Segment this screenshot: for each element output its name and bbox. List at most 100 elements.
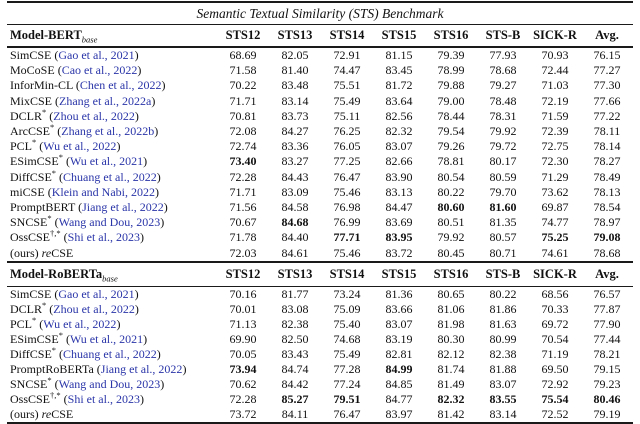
score-cell: 80.60: [437, 199, 465, 214]
score-cell: 83.07: [385, 316, 413, 331]
score-cell: 81.74: [437, 361, 465, 376]
score-cell: 83.07: [489, 376, 517, 391]
score-cell: 77.22: [593, 108, 621, 123]
score-cell: 83.43: [281, 346, 309, 361]
score-cell: 79.08: [593, 230, 621, 245]
score-cell: 70.54: [541, 331, 569, 346]
citation-link[interactable]: Wu et al., 2022: [43, 139, 117, 154]
score-cell: 80.99: [489, 331, 517, 346]
score-cell: 76.99: [333, 215, 361, 230]
score-cell: 69.50: [541, 361, 569, 376]
citation-link[interactable]: Chen et al., 2022: [79, 78, 162, 93]
model-name-cell: ESimCSE* (Wu et al., 2021): [10, 331, 148, 346]
score-cell: 77.90: [593, 316, 621, 331]
model-superscript-marker: †,*: [50, 391, 61, 400]
score-cell: 79.92: [437, 230, 465, 245]
table-row: PromptRoBERTa (Jiang et al., 2022) 73.94 8…: [7, 362, 633, 377]
citation-link[interactable]: Jiang et al., 2022: [100, 361, 183, 376]
metric-column-header: STS14: [321, 260, 373, 287]
score-cell: 75.49: [333, 93, 361, 108]
citation-link[interactable]: Chuang et al., 2022: [63, 346, 157, 361]
score-cell: 83.97: [385, 406, 413, 421]
table-title: Semantic Textual Similarity (STS) Benchm…: [7, 3, 633, 25]
citation-link[interactable]: Shi et al., 2023: [67, 391, 140, 406]
score-cell: 71.29: [541, 169, 569, 184]
score-cell: 80.59: [489, 169, 517, 184]
model-name-cell: InforMin-CL (Chen et al., 2022): [10, 78, 166, 93]
citation-link[interactable]: Wang and Dou, 2023: [58, 376, 161, 391]
citation-link[interactable]: Wu et al., 2021: [69, 154, 144, 169]
citation-link[interactable]: Cao et al., 2022: [61, 63, 138, 78]
score-cell: 78.27: [593, 154, 621, 169]
score-cell: 80.65: [437, 286, 465, 301]
score-cell: 81.77: [281, 286, 309, 301]
score-cell: 75.25: [541, 230, 569, 245]
score-cell: 83.69: [385, 215, 413, 230]
score-cell: 70.22: [229, 78, 257, 93]
score-cell: 84.74: [281, 361, 309, 376]
citation-link[interactable]: Wu et al., 2021: [69, 331, 144, 346]
score-cell: 82.32: [385, 124, 413, 139]
score-cell: 77.93: [489, 48, 517, 63]
score-cell: 79.15: [593, 361, 621, 376]
score-cell: 81.42: [437, 406, 465, 421]
score-cell: 83.45: [385, 63, 413, 78]
model-name-cell: PromptRoBERTa (Jiang et al., 2022): [10, 361, 187, 376]
score-cell: 83.27: [281, 154, 309, 169]
citation-link[interactable]: Zhang et al., 2022b: [61, 124, 155, 139]
citation-link[interactable]: Gao et al., 2021: [58, 48, 135, 63]
score-cell: 79.39: [437, 48, 465, 63]
score-cell: 83.73: [281, 108, 309, 123]
score-cell: 83.90: [385, 169, 413, 184]
benchmark-table-figure: Semantic Textual Similarity (STS) Benchm…: [7, 1, 633, 424]
score-cell: 78.49: [593, 169, 621, 184]
score-cell: 73.24: [333, 286, 361, 301]
model-name-cell: ArcCSE* (Zhang et al., 2022b): [10, 123, 159, 139]
score-cell: 75.54: [541, 391, 569, 406]
model-superscript-marker: *: [58, 331, 63, 340]
table-row: SimCSE (Gao et al., 2021) 70.16 81.77 73.24…: [7, 286, 633, 302]
score-cell: 79.19: [593, 406, 621, 421]
citation-link[interactable]: Wang and Dou, 2023: [58, 215, 161, 230]
table-row: PCL* (Wu et al., 2022) 71.13 82.38 75.40 83.…: [7, 317, 633, 332]
score-cell: 78.68: [593, 245, 621, 260]
citation-link[interactable]: Jiang et al., 2022: [82, 199, 164, 214]
score-cell: 83.19: [385, 331, 413, 346]
table-row: MoCoSE (Cao et al., 2022) 71.58 81.40 74.47…: [7, 63, 633, 78]
table-row: (ours) reCSE 73.72 84.11 76.47 83.97 81.42 83.…: [7, 407, 633, 422]
score-cell: 71.03: [541, 78, 569, 93]
score-cell: 70.67: [229, 215, 257, 230]
model-header-subscript: base: [81, 34, 98, 45]
metric-column-header: STS-B: [477, 25, 529, 48]
score-cell: 79.92: [489, 124, 517, 139]
score-cell: 76.57: [593, 286, 621, 301]
score-cell: 82.38: [281, 316, 309, 331]
score-cell: 74.77: [541, 215, 569, 230]
model-name-cell: SNCSE* (Wang and Dou, 2023): [10, 376, 165, 391]
score-cell: 78.21: [593, 346, 621, 361]
model-superscript-marker: †,*: [50, 230, 61, 239]
model-name-cell: OssCSE†,* (Shi et al., 2023): [10, 230, 144, 245]
citation-link[interactable]: Zhang et al., 2022a: [59, 93, 152, 108]
score-cell: 79.51: [333, 391, 361, 406]
metric-column-header: STS12: [217, 25, 269, 48]
table-row: SNCSE* (Wang and Dou, 2023) 70.62 84.42 77.…: [7, 377, 633, 392]
citation-link[interactable]: Zhou et al., 2022: [53, 108, 135, 123]
citation-link[interactable]: Gao et al., 2021: [58, 286, 135, 301]
score-cell: 72.75: [541, 139, 569, 154]
score-cell: 71.56: [229, 199, 257, 214]
score-cell: 70.93: [541, 48, 569, 63]
model-name-cell: miCSE (Klein and Nabi, 2022): [10, 184, 159, 199]
citation-link[interactable]: Klein and Nabi, 2022: [51, 184, 155, 199]
citation-link[interactable]: Shi et al., 2023: [67, 230, 140, 245]
score-cell: 70.62: [229, 376, 257, 391]
score-cell: 81.60: [489, 199, 517, 214]
citation-link[interactable]: Wu et al., 2022: [43, 316, 117, 331]
score-cell: 83.08: [281, 301, 309, 316]
table-row: MixCSE (Zhang et al., 2022a) 71.71 83.14 75…: [7, 94, 633, 109]
citation-link[interactable]: Chuang et al., 2022: [63, 169, 157, 184]
citation-link[interactable]: Zhou et al., 2022: [53, 301, 135, 316]
score-cell: 76.47: [333, 406, 361, 421]
table-row: SimCSE (Gao et al., 2021) 68.69 82.05 72.91…: [7, 47, 633, 63]
